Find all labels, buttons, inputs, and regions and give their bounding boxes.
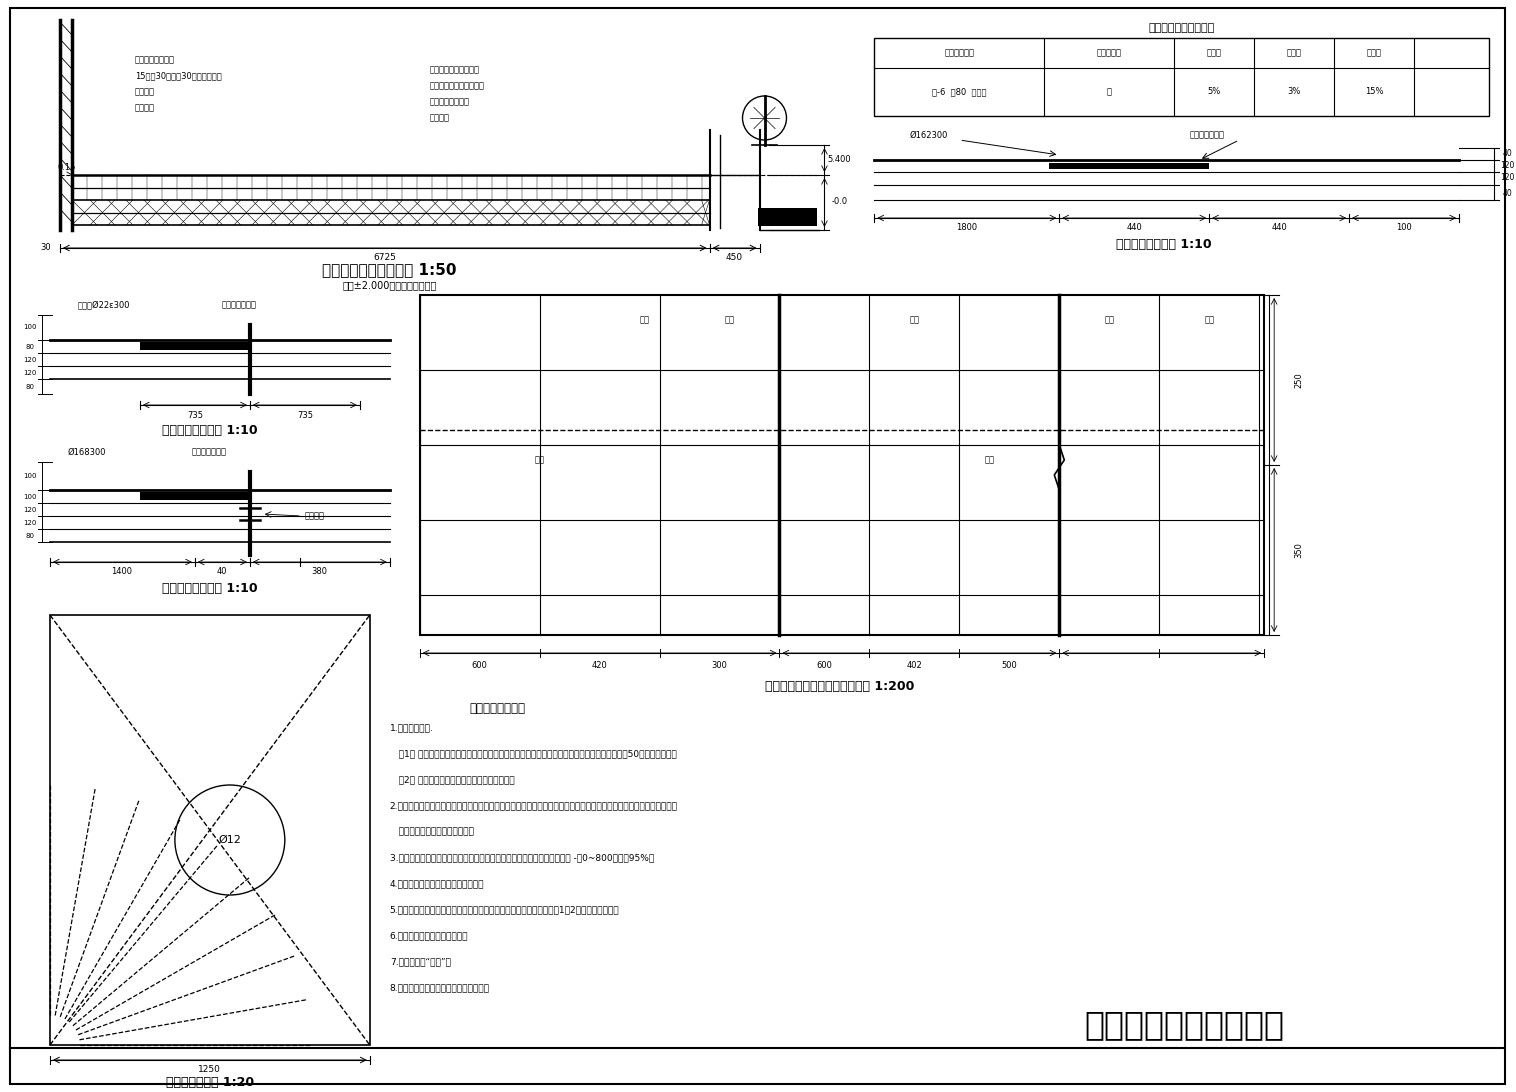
Text: 着地层地区地区地区地区: 着地层地区地区地区地区 — [429, 82, 485, 91]
Text: 1800: 1800 — [955, 224, 976, 233]
Text: Ø12: Ø12 — [218, 835, 241, 845]
Bar — [875, 38, 1489, 116]
Text: 15厘厓30厘米厘30厘米地基押实: 15厘厓30厘米厘30厘米地基押实 — [135, 71, 221, 81]
Text: 钉筋混凝土路面板: 钉筋混凝土路面板 — [135, 56, 174, 64]
Bar — [758, 207, 817, 226]
Text: 120: 120 — [1499, 174, 1514, 182]
Text: 300: 300 — [711, 661, 728, 669]
Text: 水饰差: 水饰差 — [1207, 48, 1222, 58]
Text: 1.路面设缝设置.: 1.路面设缝设置. — [390, 724, 434, 733]
Text: 胀缝: 胀缝 — [1204, 316, 1214, 324]
Text: 100: 100 — [23, 494, 36, 500]
Text: 定》等现行有关规程规范执行。: 定》等现行有关规程规范执行。 — [390, 828, 473, 836]
Bar — [139, 342, 250, 351]
Text: 350: 350 — [1295, 542, 1304, 558]
Bar — [50, 615, 370, 1045]
Text: 缩缝: 缩缝 — [984, 455, 994, 464]
Text: 380: 380 — [312, 568, 327, 577]
Text: Ø168300: Ø168300 — [68, 448, 106, 456]
Text: 2.路面及各厂场施工时必须按《水泥混凝土路面施工及验收规范》，《深圳地区水泥稳定石粉渣道路基层施工管行技术规: 2.路面及各厂场施工时必须按《水泥混凝土路面施工及验收规范》，《深圳地区水泥稳定… — [390, 802, 678, 810]
Text: 纵缝结构构造详图 1:10: 纵缝结构构造详图 1:10 — [162, 424, 258, 437]
Bar — [139, 492, 250, 500]
Text: 佚缝结构构造详图 1:10: 佚缝结构构造详图 1:10 — [1116, 237, 1213, 250]
Text: 路面边界: 路面边界 — [429, 114, 450, 122]
Text: 100: 100 — [1396, 224, 1411, 233]
Text: 40: 40 — [1502, 150, 1511, 158]
Text: 600: 600 — [817, 661, 832, 669]
Text: 磁: 磁 — [1107, 87, 1111, 96]
Text: 缩缝: 缩缝 — [535, 455, 544, 464]
Text: 注：±2.000米详见定线放坡图: 注：±2.000米详见定线放坡图 — [343, 280, 437, 290]
Text: 450: 450 — [726, 252, 743, 261]
Text: 路面边界: 路面边界 — [135, 104, 155, 112]
Text: 440: 440 — [1272, 224, 1287, 233]
Text: 600: 600 — [471, 661, 488, 669]
Text: 服边: 服边 — [640, 316, 649, 324]
Text: 广场道路结构层混凝土板分缝图 1:200: 广场道路结构层混凝土板分缝图 1:200 — [764, 680, 914, 693]
Text: 路基夜实: 路基夜实 — [135, 87, 155, 96]
Text: 以工艺道用效板: 以工艺道用效板 — [1189, 131, 1225, 140]
Text: 40: 40 — [1502, 189, 1511, 198]
Text: 6.胀缝中塞同应行缝内侧布置。: 6.胀缝中塞同应行缝内侧布置。 — [390, 931, 468, 940]
Text: 6725: 6725 — [373, 252, 396, 261]
Text: 100: 100 — [23, 473, 36, 479]
Text: 120: 120 — [23, 357, 36, 363]
Text: 缩缝: 缩缝 — [910, 316, 919, 324]
Text: 120: 120 — [23, 507, 36, 513]
Text: 5%: 5% — [1208, 87, 1220, 96]
Text: 3.土质路基压实采用当出实际标准控制，土质路基的压实度其方能没，路槽 -下0~800不低于95%。: 3.土质路基压实采用当出实际标准控制，土质路基的压实度其方能没，路槽 -下0~8… — [390, 854, 653, 863]
Text: 735: 735 — [297, 411, 312, 419]
Text: 序-6  宽80  厚流扩: 序-6 宽80 厚流扩 — [932, 87, 987, 96]
Text: 100: 100 — [23, 324, 36, 330]
Text: 735: 735 — [186, 411, 203, 419]
Text: 4.拉杆采用计纹钉，传力杆采用圆钉。: 4.拉杆采用计纹钉，传力杆采用圆钉。 — [390, 879, 484, 889]
Text: 120: 120 — [23, 370, 36, 376]
Text: 胀缝: 胀缝 — [725, 316, 735, 324]
Text: 口合差: 口合差 — [1287, 48, 1302, 58]
Text: 内沿点端指座板: 内沿点端指座板 — [221, 300, 256, 309]
Text: 转角钉筋布置图 1:20: 转角钉筋布置图 1:20 — [165, 1076, 253, 1089]
Text: 胶缝填料: 胶缝填料 — [305, 511, 324, 521]
Text: 以工程道路坡板: 以工程道路坡板 — [193, 448, 227, 456]
Text: 120: 120 — [1499, 162, 1514, 170]
Text: 30: 30 — [41, 244, 52, 252]
Text: 250: 250 — [1295, 372, 1304, 388]
Text: 15%: 15% — [1364, 87, 1384, 96]
Text: 3%: 3% — [1287, 87, 1301, 96]
Text: 80: 80 — [26, 344, 35, 351]
Text: 地区地区地区地区: 地区地区地区地区 — [429, 97, 470, 107]
Text: 80: 80 — [26, 384, 35, 390]
Text: 传力杆Ø22ε300: 传力杆Ø22ε300 — [77, 300, 130, 309]
Text: 施工品参考: 施工品参考 — [1096, 48, 1122, 58]
Text: 设计阶段分分: 设计阶段分分 — [944, 48, 975, 58]
Text: 0.15: 0.15 — [58, 164, 76, 173]
Text: 强度差: 强度差 — [1366, 48, 1381, 58]
Text: （1） 胀缝：混凝土板与其他构筑物，新旧路面交叉处小半径平曲线处等均应设置胀缝，此余每50米左右设一道。: （1） 胀缝：混凝土板与其他构筑物，新旧路面交叉处小半径平曲线处等均应设置胀缝，… — [390, 749, 676, 759]
Text: 地坪构配比（示意比）: 地坪构配比（示意比） — [1148, 23, 1214, 33]
Text: 就地区地地区地区地地: 就地区地地区地区地地 — [429, 66, 479, 74]
Text: 402: 402 — [907, 661, 922, 669]
Text: 5.当路面分块出现弦位时，板角处应设角型钉筋，立道石或平道石均用1：2水泥沙浆勾平缝。: 5.当路面分块出现弦位时，板角处应设角型钉筋，立道石或平道石均用1：2水泥沙浆勾… — [390, 905, 620, 914]
Text: 服边: 服边 — [1104, 316, 1114, 324]
Text: 1250: 1250 — [199, 1066, 221, 1075]
Text: 7.尺寸单位为“毫米”。: 7.尺寸单位为“毫米”。 — [390, 958, 450, 966]
Text: 500: 500 — [1002, 661, 1017, 669]
Bar — [1049, 163, 1210, 169]
Text: （2） 纵、俧缩缝：见本图水泥混凝土分缝图。: （2） 纵、俧缩缝：见本图水泥混凝土分缝图。 — [390, 775, 514, 784]
Text: 40: 40 — [217, 568, 227, 577]
Text: 广场道路结构处理详图: 广场道路结构处理详图 — [1084, 1009, 1284, 1042]
Text: -0.0: -0.0 — [831, 198, 847, 206]
Text: 5.400: 5.400 — [828, 155, 852, 165]
Text: 东入口道路横剖立面图 1:50: 东入口道路横剖立面图 1:50 — [323, 262, 456, 277]
Text: 120: 120 — [23, 520, 36, 526]
Text: 420: 420 — [591, 661, 608, 669]
Text: 1400: 1400 — [111, 568, 132, 577]
Bar — [420, 295, 1264, 636]
Text: 440: 440 — [1126, 224, 1142, 233]
Text: Ø162300: Ø162300 — [910, 131, 948, 140]
Text: 80: 80 — [26, 533, 35, 539]
Text: 8.面层材料具体详见各路面，广场铺装图: 8.面层材料具体详见各路面，广场铺装图 — [390, 984, 490, 993]
Text: 路面结构设计说明: 路面结构设计说明 — [470, 701, 526, 714]
Text: 胀缝结构构造详图 1:10: 胀缝结构构造详图 1:10 — [162, 582, 258, 594]
